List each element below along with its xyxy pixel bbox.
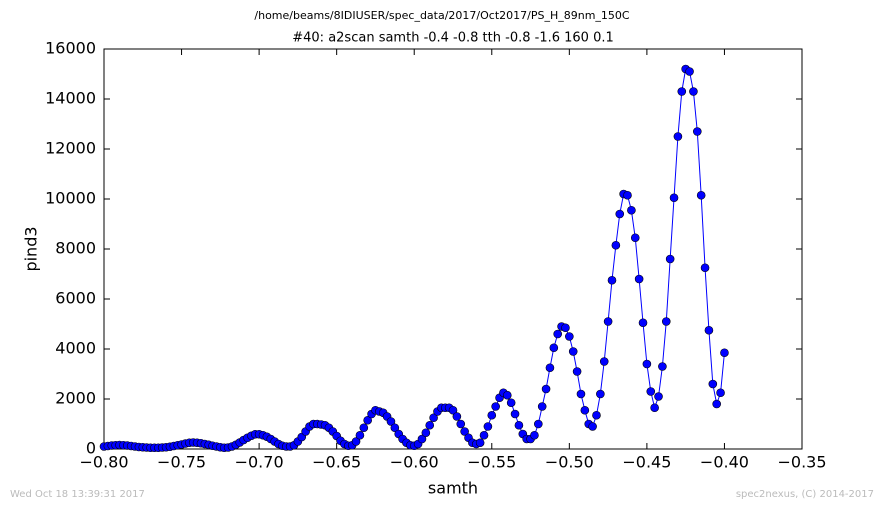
x-tick-label: −0.60 [390,453,439,472]
data-point [386,417,396,426]
data-point [475,438,485,448]
y-tick-label: 14000 [45,89,96,108]
y-tick-label: 2000 [55,389,96,408]
data-point [696,190,706,200]
data-point [514,420,524,430]
data-point [483,422,493,431]
data-point [603,317,613,326]
data-point [611,240,621,250]
data-point [654,392,663,401]
x-tick-label: −0.80 [79,453,128,472]
data-point [456,419,466,429]
data-point [588,422,597,431]
y-tick-label: 12000 [45,139,96,158]
data-point [549,343,559,353]
x-tick-label: −0.65 [312,453,361,472]
data-point [448,405,458,415]
data-point [642,359,652,369]
data-point [355,430,365,440]
data-point [634,274,644,284]
data-point [572,367,582,376]
data-point [689,87,698,96]
data-point [359,423,369,433]
y-tick-label: 8000 [55,239,96,258]
x-tick-label: −0.75 [157,453,206,472]
data-point [677,87,687,96]
y-tick-label: 4000 [55,339,96,358]
data-point [599,357,609,366]
data-point [650,403,659,413]
y-tick-label: 0 [86,439,96,458]
data-point [429,413,438,423]
data-point [545,363,555,373]
data-point [708,379,718,389]
x-tick-label: −0.55 [467,453,516,472]
data-point [530,430,539,440]
data-point [685,67,694,76]
data-point [665,254,675,264]
data-point [615,209,625,219]
y-tick-label: 10000 [45,189,96,208]
data-point [720,348,729,358]
data-point [425,420,435,430]
plot-frame [103,48,803,450]
x-tick-label: −0.35 [777,453,826,472]
data-point [565,332,574,341]
data-point [510,409,520,419]
data-point [607,275,617,285]
data-point [506,398,516,408]
x-tick-label: −0.45 [622,453,671,472]
data-point [502,390,512,400]
data-point [487,410,497,420]
data-point [704,325,714,335]
data-point [561,323,570,333]
chart-title: #40: a2scan samth -0.4 -0.8 tth -0.8 -1.… [292,31,614,46]
data-point [417,434,427,444]
data-point [712,399,721,409]
data-point [661,317,671,326]
data-point [673,132,683,141]
y-tick-label: 6000 [55,289,96,308]
data-point [646,387,656,396]
y-tick-label: 16000 [45,39,96,58]
data-point [363,415,372,425]
data-point [592,410,601,420]
data-line [103,68,725,449]
footer-date: Wed Oct 18 13:39:31 2017 [10,489,145,500]
data-point [576,389,586,399]
data-point [553,329,563,339]
data-point [700,263,710,273]
data-point [669,193,679,203]
data-point [537,402,547,411]
x-axis-label: samth [428,479,478,498]
suptitle: /home/beams/8IDIUSER/spec_data/2017/Oct2… [254,9,630,22]
data-point [623,190,632,200]
data-point [351,437,361,446]
data-point [716,388,725,398]
data-point [692,127,702,136]
x-tick-label: −0.50 [545,453,594,472]
data-point [534,419,543,429]
data-point [479,430,489,440]
data-point [491,402,500,411]
data-point [596,389,605,399]
data-point [421,428,431,438]
data-point [627,205,636,215]
x-tick-label: −0.70 [235,453,284,472]
data-point [452,412,462,421]
data-point [460,427,469,436]
data-point [580,405,590,415]
data-point [390,423,400,433]
data-point [658,362,667,371]
data-point [630,233,640,243]
data-point [541,384,551,394]
y-axis-label: pind3 [22,226,41,271]
data-point [638,318,648,328]
x-tick-label: −0.40 [700,453,749,472]
footer-credit: spec2nexus, (C) 2014-2017 [736,489,874,500]
data-point [568,347,578,356]
